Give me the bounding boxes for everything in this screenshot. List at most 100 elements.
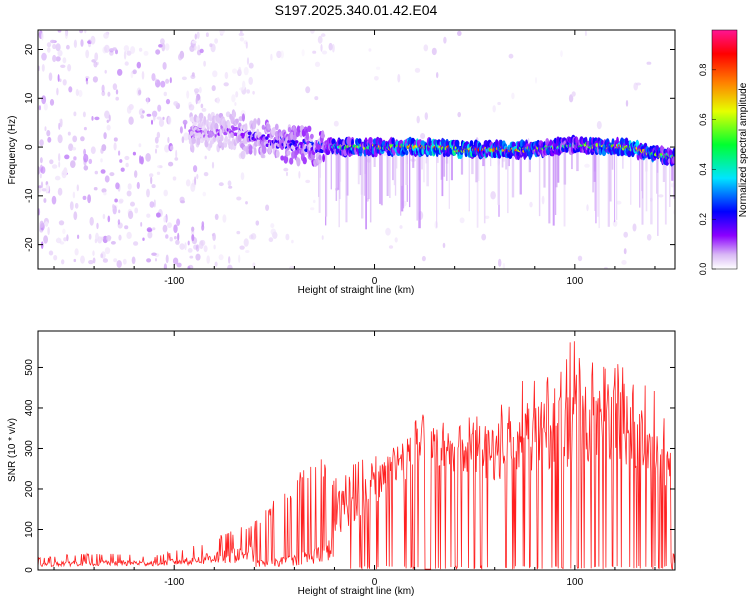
spectrogram-cell <box>584 163 590 168</box>
spectrogram-cell <box>83 153 89 163</box>
spectrogram-cell <box>149 173 154 178</box>
spectrogram-cell <box>240 30 243 35</box>
spectrogram-cell <box>568 94 574 103</box>
spectrogram-cell <box>240 150 246 160</box>
spectrogram-cell <box>248 62 254 69</box>
spectrogram-cell <box>140 156 144 165</box>
spectrogram-cell <box>128 210 134 220</box>
spectrogram-cell <box>672 147 675 157</box>
spectrogram-cell <box>492 105 496 113</box>
spectrogram-cell <box>248 145 253 151</box>
spectrogram-cell <box>511 154 515 198</box>
spectrogram-cell <box>614 151 616 223</box>
spectrogram-cell <box>112 47 117 51</box>
spectrogram-cell <box>88 260 94 265</box>
spectrogram-cell <box>646 61 652 65</box>
spectrogram-cell <box>156 116 162 120</box>
spectrogram-cell <box>124 61 129 66</box>
snr-series-line <box>38 341 675 570</box>
spectrogram-cell <box>405 151 408 185</box>
spectrogram-cell <box>147 231 153 239</box>
spectrogram-cell <box>280 50 285 59</box>
spectrogram-cell <box>165 78 170 84</box>
spectrogram-cell <box>115 182 120 190</box>
snr-panel: -100 0 100 0 100 200 300 400 500 Height of strai… <box>7 330 676 597</box>
spectrogram-cell <box>538 153 541 217</box>
spectrogram-cell <box>557 151 560 183</box>
spectrogram-cell <box>187 248 193 253</box>
spectrogram-cell <box>48 72 53 81</box>
spectrogram-cell <box>200 103 204 109</box>
spectrogram-cell <box>39 164 43 174</box>
spectrogram-cell <box>248 76 253 85</box>
spectrogram-cell <box>475 154 478 183</box>
spectrogram-cell <box>75 88 79 97</box>
spectrogram-cell <box>412 151 415 168</box>
spectrogram-cell <box>150 176 153 185</box>
spectrogram-cell <box>165 254 169 264</box>
spectrogram-cell <box>231 133 235 139</box>
spectrogram-cell <box>376 66 381 70</box>
spectrogram-cell <box>106 124 111 131</box>
spectrogram-cell <box>367 151 370 200</box>
spectrogram-ytick-label: 0 <box>24 144 35 150</box>
colorbar-label: Normalized spectral amplitude <box>738 82 749 217</box>
spectrogram-cell <box>51 195 57 205</box>
spectrogram-cell <box>64 154 70 160</box>
spectrogram-cell <box>222 214 227 223</box>
spectrogram-cell <box>119 159 123 163</box>
spectrogram-cell <box>389 151 391 198</box>
spectrogram-cell <box>238 254 241 263</box>
spectrogram-cell <box>373 151 376 167</box>
spectrogram-cell <box>57 187 63 196</box>
spectrogram-cell <box>345 151 348 170</box>
spectrogram-cell <box>176 262 182 268</box>
spectrogram-cell <box>142 110 145 114</box>
spectrogram-cell <box>320 133 326 139</box>
spectrogram-cell <box>92 76 98 83</box>
spectrogram-cell <box>338 151 341 173</box>
spectrogram-cell <box>307 125 312 132</box>
spectrogram-ytick-label: 10 <box>24 92 35 104</box>
spectrogram-cell <box>609 151 612 202</box>
spectrogram-cell <box>604 266 608 269</box>
spectrogram-cell <box>223 82 229 87</box>
spectrogram-cell <box>204 155 207 160</box>
spectrogram-cell <box>41 32 44 41</box>
spectrogram-cell <box>190 182 196 192</box>
spectrogram-cell <box>193 45 197 51</box>
spectrogram-cell <box>261 124 265 130</box>
spectrogram-cell <box>401 151 403 186</box>
spectrogram-cell <box>191 40 197 44</box>
spectrogram-cell <box>53 255 58 261</box>
spectrogram-cell <box>74 202 79 209</box>
spectrogram-cell <box>314 96 319 101</box>
spectrogram-cell <box>645 156 648 212</box>
spectrogram-ytick-label: 20 <box>24 44 35 56</box>
spectrogram-cell <box>658 194 664 198</box>
spectrogram-cell <box>39 173 42 179</box>
spectrogram-cell <box>145 153 151 162</box>
spectrogram-cell <box>369 151 372 223</box>
spectrogram-cell <box>154 78 158 84</box>
spectrogram-cell <box>158 118 165 128</box>
spectrogram-cell <box>319 149 324 154</box>
spectrogram-cell <box>286 150 291 156</box>
spectrogram-cell <box>140 114 145 119</box>
spectrogram-cell <box>80 39 84 47</box>
spectrogram-cell <box>386 151 389 196</box>
spectrogram-cell <box>423 44 429 52</box>
spectrogram-cell <box>47 226 50 236</box>
spectrogram-cell <box>330 151 332 190</box>
spectrogram-cell <box>123 45 130 52</box>
spectrogram-cell <box>106 119 110 124</box>
spectrogram-cell <box>57 237 60 243</box>
spectrogram-cell <box>511 92 515 100</box>
spectrogram-cell <box>483 154 486 224</box>
spectrogram-cell <box>196 31 200 39</box>
spectrogram-cell <box>363 151 366 196</box>
spectrogram-cell <box>508 53 514 59</box>
spectrogram-cell <box>203 172 209 177</box>
